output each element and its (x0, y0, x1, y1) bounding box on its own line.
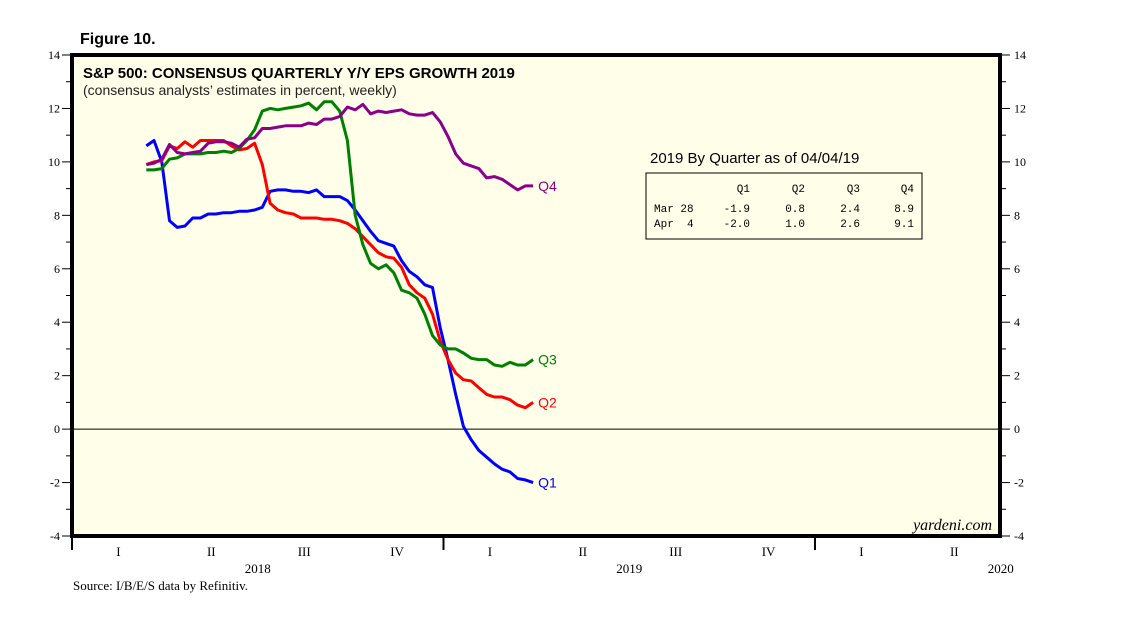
x-year-label: 2020 (988, 561, 1014, 576)
x-year-label: 2019 (616, 561, 642, 576)
y-tick-label-left: 2 (54, 369, 60, 383)
end-label-q2: Q2 (538, 394, 557, 410)
y-tick-label-left: 14 (48, 48, 60, 62)
table-cell: 1.0 (785, 219, 805, 231)
table-cell: 9.1 (894, 219, 914, 231)
table-title: 2019 By Quarter as of 04/04/19 (650, 150, 859, 167)
table-header-cell: Q4 (901, 184, 915, 196)
table-cell: 2.4 (840, 204, 860, 216)
plot-frame (70, 53, 1002, 538)
y-tick-label-right: 4 (1014, 315, 1020, 329)
y-tick-label-left: -2 (50, 476, 60, 490)
y-tick-label-right: 6 (1014, 262, 1020, 276)
table-cell: 2.6 (840, 219, 860, 231)
y-tick-label-left: 10 (48, 155, 60, 169)
x-year-label: 2018 (245, 561, 271, 576)
x-quarter-label: II (578, 544, 587, 559)
table-cell: -2.0 (724, 219, 750, 231)
table-row-label: Mar 28 (654, 204, 694, 216)
series-lines: Q1 Q2 Q3 Q4 (145, 100, 557, 491)
table-cell: 0.8 (785, 204, 805, 216)
table-header-cell: Q3 (847, 184, 860, 196)
end-label-q3: Q3 (538, 352, 557, 368)
series-line-q1 (145, 139, 534, 485)
y-tick-label-right: -4 (1014, 529, 1024, 543)
y-tick-label-left: 0 (54, 422, 60, 436)
y-tick-label-right: 14 (1014, 48, 1026, 62)
y-tick-label-left: 6 (54, 262, 60, 276)
source-note: Source: I/B/E/S data by Refinitiv. (73, 578, 248, 593)
table-cells: Q1 Q2 Q3 Q4 Mar 28 -1.9 0.8 2.4 8.9 Apr 4 -2.0 1.0 2… (654, 184, 914, 231)
end-label-q4: Q4 (538, 178, 557, 194)
x-quarter-label: II (207, 544, 216, 559)
chart-subtitle: (consensus analysts’ estimates in percen… (83, 82, 397, 98)
y-tick-label-right: 2 (1014, 369, 1020, 383)
figure-label: Figure 10. (80, 31, 156, 48)
y-tick-label-right: -2 (1014, 476, 1024, 490)
table-header-cell: Q2 (792, 184, 805, 196)
y-tick-label-left: 8 (54, 208, 60, 222)
series-line-q4 (146, 102, 534, 192)
series-line-q3 (146, 100, 534, 368)
x-quarter-label: IV (762, 544, 776, 559)
summary-table: 2019 By Quarter as of 04/04/19 Q1 Q2 Q3 Q4 M… (645, 150, 923, 240)
x-quarter-label: III (669, 544, 682, 559)
x-quarter-label: I (859, 544, 863, 559)
end-label-q1: Q1 (538, 475, 557, 491)
x-quarter-label: II (950, 544, 959, 559)
watermark: yardeni.com (911, 517, 992, 534)
y-tick-label-right: 8 (1014, 208, 1020, 222)
table-cell: -1.9 (724, 204, 750, 216)
y-tick-label-left: -4 (50, 529, 60, 543)
chart-title: S&P 500: CONSENSUS QUARTERLY Y/Y EPS GRO… (83, 65, 515, 82)
x-quarter-label: I (116, 544, 120, 559)
table-header-cell: Q1 (737, 184, 751, 196)
y-tick-label-right: 0 (1014, 422, 1020, 436)
x-quarter-label: I (488, 544, 492, 559)
table-border (645, 172, 923, 240)
x-quarter-label: III (298, 544, 311, 559)
y-tick-label-right: 12 (1014, 101, 1026, 115)
y-tick-label-left: 12 (48, 101, 60, 115)
y-tick-label-left: 4 (54, 315, 60, 329)
x-quarter-label: IV (390, 544, 404, 559)
table-row-label: Apr 4 (654, 219, 694, 231)
series-line-q2 (145, 139, 534, 410)
table-cell: 8.9 (894, 204, 914, 216)
y-tick-label-right: 10 (1014, 155, 1026, 169)
plot-background (72, 55, 1000, 536)
